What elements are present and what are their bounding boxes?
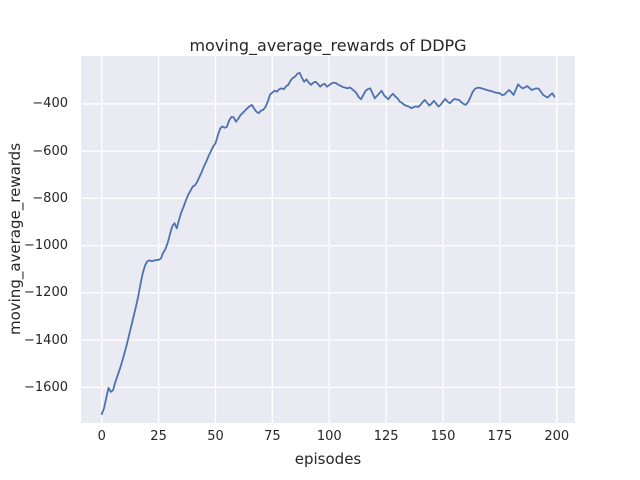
- plot-background: [81, 56, 575, 423]
- gridlines: [81, 56, 575, 423]
- y-tick-label: −1000: [24, 238, 68, 254]
- x-tick-label: 175: [487, 429, 513, 444]
- x-tick-label: 0: [97, 429, 106, 444]
- y-tick-label: −400: [32, 96, 68, 112]
- x-tick-label: 75: [264, 429, 281, 444]
- x-tick-label: 125: [373, 429, 399, 444]
- y-tick-label: −600: [32, 143, 68, 159]
- x-tick-label: 50: [207, 429, 224, 444]
- y-tick-label: −1400: [24, 332, 68, 348]
- x-tick-label: 200: [544, 429, 570, 444]
- x-tick-label: 25: [150, 429, 167, 444]
- x-tick-label: 150: [430, 429, 456, 444]
- y-tick-label: −800: [32, 190, 68, 206]
- chart-title: moving_average_rewards of DDPG: [189, 36, 467, 55]
- plot-area: [81, 56, 575, 423]
- x-tick-label: 100: [316, 429, 342, 444]
- y-tick-label: −1600: [24, 379, 68, 395]
- series-line: [100, 71, 556, 415]
- y-tick-label: −1200: [24, 285, 68, 301]
- line-chart: [81, 56, 575, 423]
- x-axis-label: episodes: [294, 450, 362, 468]
